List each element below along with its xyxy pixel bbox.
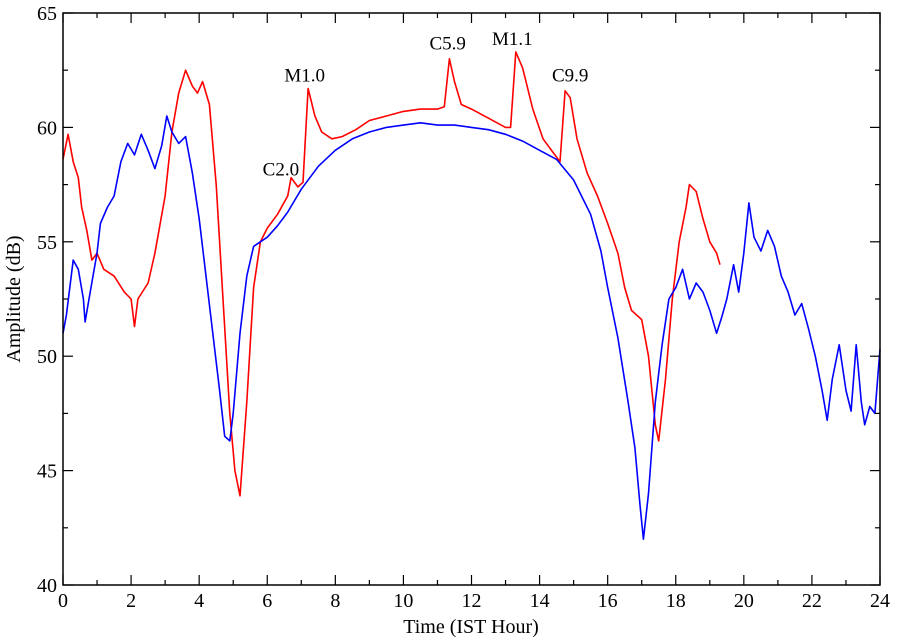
x-tick-label: 12 [462, 590, 482, 612]
series-line-1 [62, 51, 721, 497]
y-tick-label: 50 [37, 346, 57, 368]
x-tick-label: 22 [802, 590, 822, 612]
x-tick-label: 14 [530, 590, 550, 612]
y-tick-label: 60 [37, 117, 57, 139]
x-tick-label: 16 [598, 590, 618, 612]
flare-annotation: C2.0 [263, 159, 299, 180]
y-tick-label: 45 [37, 461, 57, 483]
y-tick-label: 55 [37, 232, 57, 254]
flare-annotation: C5.9 [429, 34, 465, 55]
flare-annotation: C9.9 [552, 66, 588, 87]
x-tick-label: 0 [58, 590, 68, 612]
y-tick-label: 65 [37, 3, 57, 25]
x-tick-label: 10 [393, 590, 413, 612]
ticks-layer [62, 12, 881, 586]
x-tick-label: 2 [126, 590, 136, 612]
y-tick-label: 40 [37, 575, 57, 597]
plot-area [62, 51, 881, 540]
flare-annotation: M1.1 [492, 29, 533, 50]
flare-annotation: M1.0 [284, 66, 325, 87]
x-tick-label: 24 [870, 590, 890, 612]
series-layer [62, 51, 881, 540]
x-tick-label: 18 [666, 590, 686, 612]
x-tick-label: 20 [734, 590, 754, 612]
annotations: C2.0 M1.0 C5.9 M1.1 C9.9 [263, 29, 589, 180]
x-axis-label: Time (IST Hour) [403, 616, 539, 638]
series-line-2 [62, 115, 881, 540]
x-tick-label: 4 [194, 590, 204, 612]
y-axis-label: Amplitude (dB) [3, 235, 25, 362]
x-tick-label: 6 [262, 590, 272, 612]
x-tick-label: 8 [330, 590, 340, 612]
